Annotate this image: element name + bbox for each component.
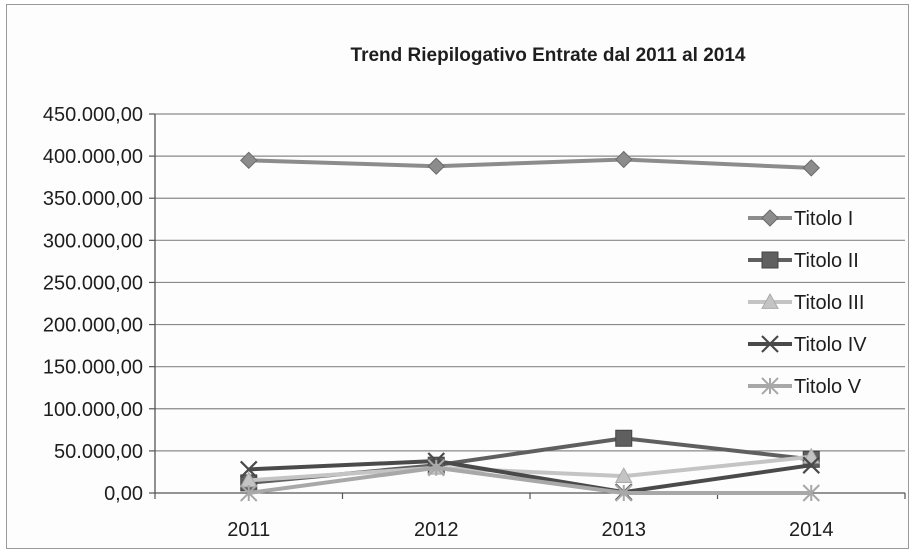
x-tick-label: 2012: [414, 519, 459, 541]
grid-lines: [155, 113, 905, 452]
chart-title: Trend Riepilogativo Entrate dal 2011 al …: [351, 45, 746, 66]
series-lines: [239, 150, 821, 502]
series-line: [248, 157, 812, 170]
data-point: [427, 459, 445, 477]
series-5: [240, 459, 820, 502]
legend-marker: [761, 292, 779, 309]
legend-label: Titolo V: [794, 376, 862, 398]
legend-marker: [761, 377, 779, 395]
series-4: [239, 452, 821, 501]
legend-item: Titolo V: [748, 376, 862, 398]
legend-item: Titolo I: [748, 208, 853, 230]
legend-label: Titolo II: [794, 250, 859, 272]
data-point: [615, 484, 633, 502]
data-point: [802, 159, 820, 177]
x-tick-label: 2014: [789, 519, 834, 541]
data-point: [240, 151, 258, 170]
y-tick-label: 50.000,00: [54, 441, 143, 463]
data-point: [240, 484, 258, 502]
y-tick-label: 250.000,00: [43, 272, 143, 294]
y-tick-label: 0,00: [104, 483, 143, 505]
series-line: [248, 458, 812, 495]
y-tick-label: 150.000,00: [43, 357, 143, 379]
y-tick-label: 350.000,00: [43, 188, 143, 210]
axes: [149, 113, 906, 499]
data-point: [802, 447, 821, 464]
series-line: [248, 465, 812, 495]
data-point: [802, 456, 821, 474]
legend-marker: [761, 335, 779, 353]
legend-item: Titolo III: [748, 292, 864, 314]
legend-marker: [761, 209, 779, 227]
x-tick-label: 2013: [602, 519, 647, 541]
x-tick-labels: 2011 2012 2013 2014: [227, 519, 833, 541]
series-line: [248, 454, 812, 483]
legend-label: Titolo I: [794, 208, 853, 230]
x-tick-label: 2011: [227, 519, 270, 541]
y-tick-labels: 0,00 50.000,00 100.000,00 150.000,00 200.000…: [43, 104, 143, 505]
chart-frame: [6, 4, 909, 549]
y-tick-label: 100.000,00: [43, 399, 143, 421]
legend-item: Titolo IV: [748, 334, 867, 356]
legend-label: Titolo III: [794, 292, 864, 314]
legend-item: Titolo II: [748, 250, 859, 272]
series-1: [240, 150, 820, 177]
data-point: [615, 150, 633, 169]
y-tick-label: 300.000,00: [43, 230, 143, 252]
y-tick-label: 400.000,00: [43, 146, 143, 168]
data-point: [802, 484, 820, 502]
legend-marker: [761, 251, 779, 269]
data-point: [239, 460, 258, 479]
y-tick-label: 450.000,00: [43, 104, 143, 126]
data-point: [614, 467, 633, 484]
data-point: [615, 429, 633, 447]
legend: Titolo I Titolo II Titolo III Titolo IV Tito…: [748, 208, 867, 398]
data-point: [427, 157, 445, 175]
y-tick-label: 200.000,00: [43, 315, 143, 337]
legend-label: Titolo IV: [794, 334, 867, 356]
